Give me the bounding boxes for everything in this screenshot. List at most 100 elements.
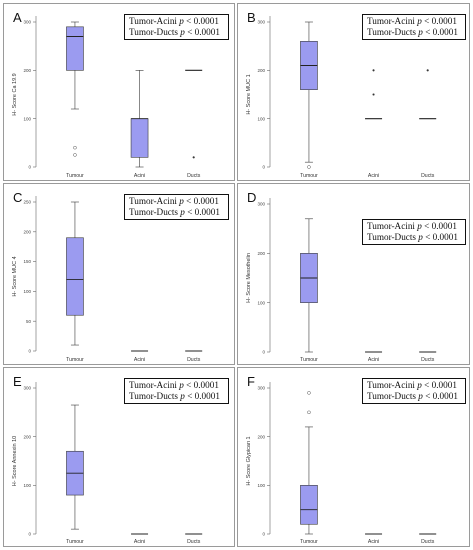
chart-panel-b: B 0 100 200 300 H- Score MUC 1 Tumour Acini Duct… bbox=[237, 3, 470, 181]
x-category-label: Acini bbox=[134, 539, 145, 545]
y-tick-label: 300 bbox=[257, 386, 265, 391]
iqr-box bbox=[130, 118, 149, 158]
outlier-point bbox=[307, 391, 311, 395]
x-category-label: Acini bbox=[368, 357, 379, 363]
panel-letter: C bbox=[13, 190, 22, 205]
boxplot-svg: E 0 100 200 300 H- Score Annexin 10 Tumour Acin… bbox=[12, 374, 203, 545]
y-tick-label: 200 bbox=[257, 68, 265, 73]
y-axis-label: H- Score Glypican 1 bbox=[246, 436, 252, 485]
outlier-point bbox=[307, 410, 311, 415]
box-tumour bbox=[300, 21, 318, 169]
p-symbol: p bbox=[179, 16, 184, 26]
p-value: < 0.0001 bbox=[183, 16, 219, 26]
x-category-label: Ducts bbox=[421, 173, 435, 179]
y-tick-label: 0 bbox=[262, 350, 265, 355]
box-ducts bbox=[185, 69, 203, 159]
y-tick-label: 300 bbox=[23, 20, 31, 25]
x-category-label: Ducts bbox=[421, 539, 435, 545]
box-tumour bbox=[66, 201, 84, 346]
p-value: < 0.0001 bbox=[184, 207, 220, 217]
x-category-label: Ducts bbox=[421, 357, 435, 363]
box-ducts bbox=[419, 69, 437, 120]
stats-line: Tumor-Ducts p < 0.0001 bbox=[129, 27, 224, 38]
chart-panel-a: A 0 100 200 300 H- Score Ca 19.9 Tumour Acini Du… bbox=[3, 3, 235, 181]
comparison-label: Tumor-Acini bbox=[367, 380, 418, 390]
box-tumour bbox=[66, 21, 84, 157]
boxplot-svg: D 0 100 200 300 H- Score Mesothelin Tumour Acin… bbox=[246, 190, 437, 363]
boxplot-svg: C 0 50 100 150 200 250 H- Score MUC 4 Tumour Acin… bbox=[12, 190, 203, 363]
y-tick-label: 100 bbox=[257, 483, 265, 488]
p-symbol: p bbox=[417, 380, 422, 390]
stats-box: Tumor-Acini p < 0.0001 Tumor-Ducts p < 0.… bbox=[362, 219, 466, 245]
x-category-label: Tumour bbox=[300, 539, 318, 545]
y-tick-label: 300 bbox=[257, 20, 265, 25]
comparison-label: Tumor-Ducts bbox=[367, 391, 419, 401]
panel-letter: D bbox=[247, 190, 256, 205]
y-tick-label: 200 bbox=[23, 68, 31, 73]
comparison-label: Tumor-Acini bbox=[129, 380, 180, 390]
p-symbol: p bbox=[179, 196, 184, 206]
p-symbol: p bbox=[418, 232, 423, 242]
stats-box: Tumor-Acini p < 0.0001 Tumor-Ducts p < 0.… bbox=[362, 378, 466, 404]
chart-panel-f: F 0 100 200 300 H- Score Glypican 1 Tumour Acin… bbox=[237, 367, 470, 547]
p-symbol: p bbox=[418, 27, 423, 37]
p-symbol: p bbox=[180, 27, 185, 37]
x-category-label: Tumour bbox=[66, 539, 84, 545]
stats-box: Tumor-Acini p < 0.0001 Tumor-Ducts p < 0.… bbox=[124, 378, 229, 404]
comparison-label: Tumor-Ducts bbox=[367, 232, 419, 242]
boxplot-svg: F 0 100 200 300 H- Score Glypican 1 Tumour Acin… bbox=[246, 374, 437, 545]
y-tick-label: 0 bbox=[28, 165, 31, 170]
y-axis-label: H- Score Ca 19.9 bbox=[12, 73, 18, 116]
stats-line: Tumor-Ducts p < 0.0001 bbox=[367, 27, 461, 38]
outlier-point bbox=[73, 145, 77, 150]
iqr-box bbox=[300, 485, 318, 525]
comparison-label: Tumor-Acini bbox=[129, 196, 180, 206]
x-category-label: Ducts bbox=[187, 357, 201, 363]
panel-letter: B bbox=[247, 10, 256, 25]
comparison-label: Tumor-Acini bbox=[367, 221, 418, 231]
box-tumour bbox=[300, 391, 318, 535]
x-category-label: Ducts bbox=[187, 173, 201, 179]
panel-letter: F bbox=[247, 374, 255, 389]
y-tick-label: 200 bbox=[257, 434, 265, 439]
p-symbol: p bbox=[417, 16, 422, 26]
outlier-point bbox=[372, 69, 375, 72]
stats-line: Tumor-Ducts p < 0.0001 bbox=[367, 232, 461, 243]
y-tick-label: 100 bbox=[257, 300, 265, 305]
outlier-point bbox=[426, 69, 429, 72]
y-tick-label: 200 bbox=[257, 251, 265, 256]
stats-line: Tumor-Ducts p < 0.0001 bbox=[367, 391, 461, 402]
iqr-box bbox=[66, 26, 84, 71]
comparison-label: Tumor-Ducts bbox=[129, 207, 181, 217]
p-value: < 0.0001 bbox=[422, 391, 458, 401]
comparison-label: Tumor-Ducts bbox=[367, 27, 419, 37]
y-axis-label: H- Score Mesothelin bbox=[246, 253, 252, 303]
panel-letter: E bbox=[13, 374, 22, 389]
x-category-label: Acini bbox=[368, 173, 379, 179]
p-value: < 0.0001 bbox=[183, 196, 219, 206]
y-tick-label: 0 bbox=[28, 349, 31, 354]
comparison-label: Tumor-Acini bbox=[367, 16, 418, 26]
box-acini bbox=[130, 70, 149, 168]
y-tick-label: 100 bbox=[23, 116, 31, 121]
x-category-label: Acini bbox=[368, 539, 379, 545]
p-symbol: p bbox=[417, 221, 422, 231]
boxplot-svg: A 0 100 200 300 H- Score Ca 19.9 Tumour Acini Du… bbox=[12, 10, 203, 179]
boxplot-svg: B 0 100 200 300 H- Score MUC 1 Tumour Acini Duct… bbox=[246, 10, 437, 179]
stats-line: Tumor-Acini p < 0.0001 bbox=[367, 221, 461, 232]
stats-line: Tumor-Acini p < 0.0001 bbox=[367, 380, 461, 391]
x-category-label: Tumour bbox=[300, 173, 318, 179]
comparison-label: Tumor-Acini bbox=[129, 16, 180, 26]
stats-line: Tumor-Acini p < 0.0001 bbox=[129, 16, 224, 27]
chart-panel-e: E 0 100 200 300 H- Score Annexin 10 Tumour Acin… bbox=[3, 367, 235, 547]
outlier-point bbox=[307, 165, 311, 169]
iqr-box bbox=[66, 237, 84, 316]
x-category-label: Acini bbox=[134, 173, 145, 179]
p-value: < 0.0001 bbox=[421, 380, 457, 390]
comparison-label: Tumor-Ducts bbox=[129, 391, 181, 401]
y-tick-label: 300 bbox=[257, 202, 265, 207]
y-axis-label: H- Score MUC 1 bbox=[246, 74, 252, 114]
y-tick-label: 0 bbox=[28, 532, 31, 537]
outlier-point bbox=[372, 93, 375, 96]
